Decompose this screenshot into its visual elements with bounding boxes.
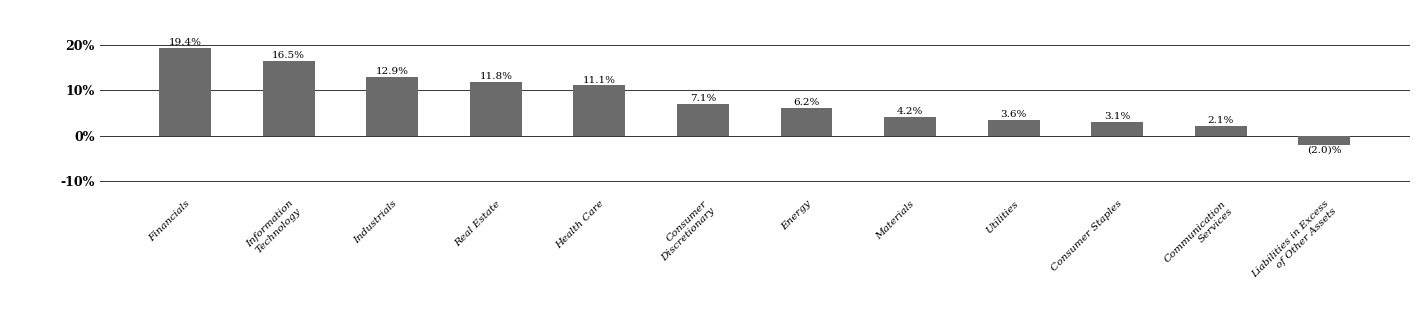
Text: 3.1%: 3.1%: [1104, 112, 1131, 121]
Bar: [676, 103, 729, 136]
Text: 2.1%: 2.1%: [1208, 116, 1235, 125]
Text: (2.0)%: (2.0)%: [1307, 146, 1341, 155]
Bar: [574, 85, 625, 136]
Text: 16.5%: 16.5%: [272, 51, 305, 60]
Bar: [1195, 126, 1246, 136]
Text: 12.9%: 12.9%: [376, 68, 409, 76]
Text: 11.8%: 11.8%: [480, 72, 513, 81]
Text: 6.2%: 6.2%: [793, 98, 820, 107]
Bar: [884, 117, 936, 136]
Bar: [470, 82, 521, 136]
Text: 7.1%: 7.1%: [689, 94, 716, 103]
Text: 19.4%: 19.4%: [168, 38, 202, 47]
Text: 4.2%: 4.2%: [897, 107, 923, 116]
Bar: [159, 48, 211, 136]
Bar: [780, 108, 833, 136]
Bar: [1091, 122, 1143, 136]
Bar: [1299, 136, 1350, 145]
Bar: [988, 120, 1040, 136]
Text: 3.6%: 3.6%: [1001, 110, 1027, 119]
Text: 11.1%: 11.1%: [582, 76, 615, 85]
Bar: [366, 77, 419, 136]
Bar: [263, 61, 315, 136]
